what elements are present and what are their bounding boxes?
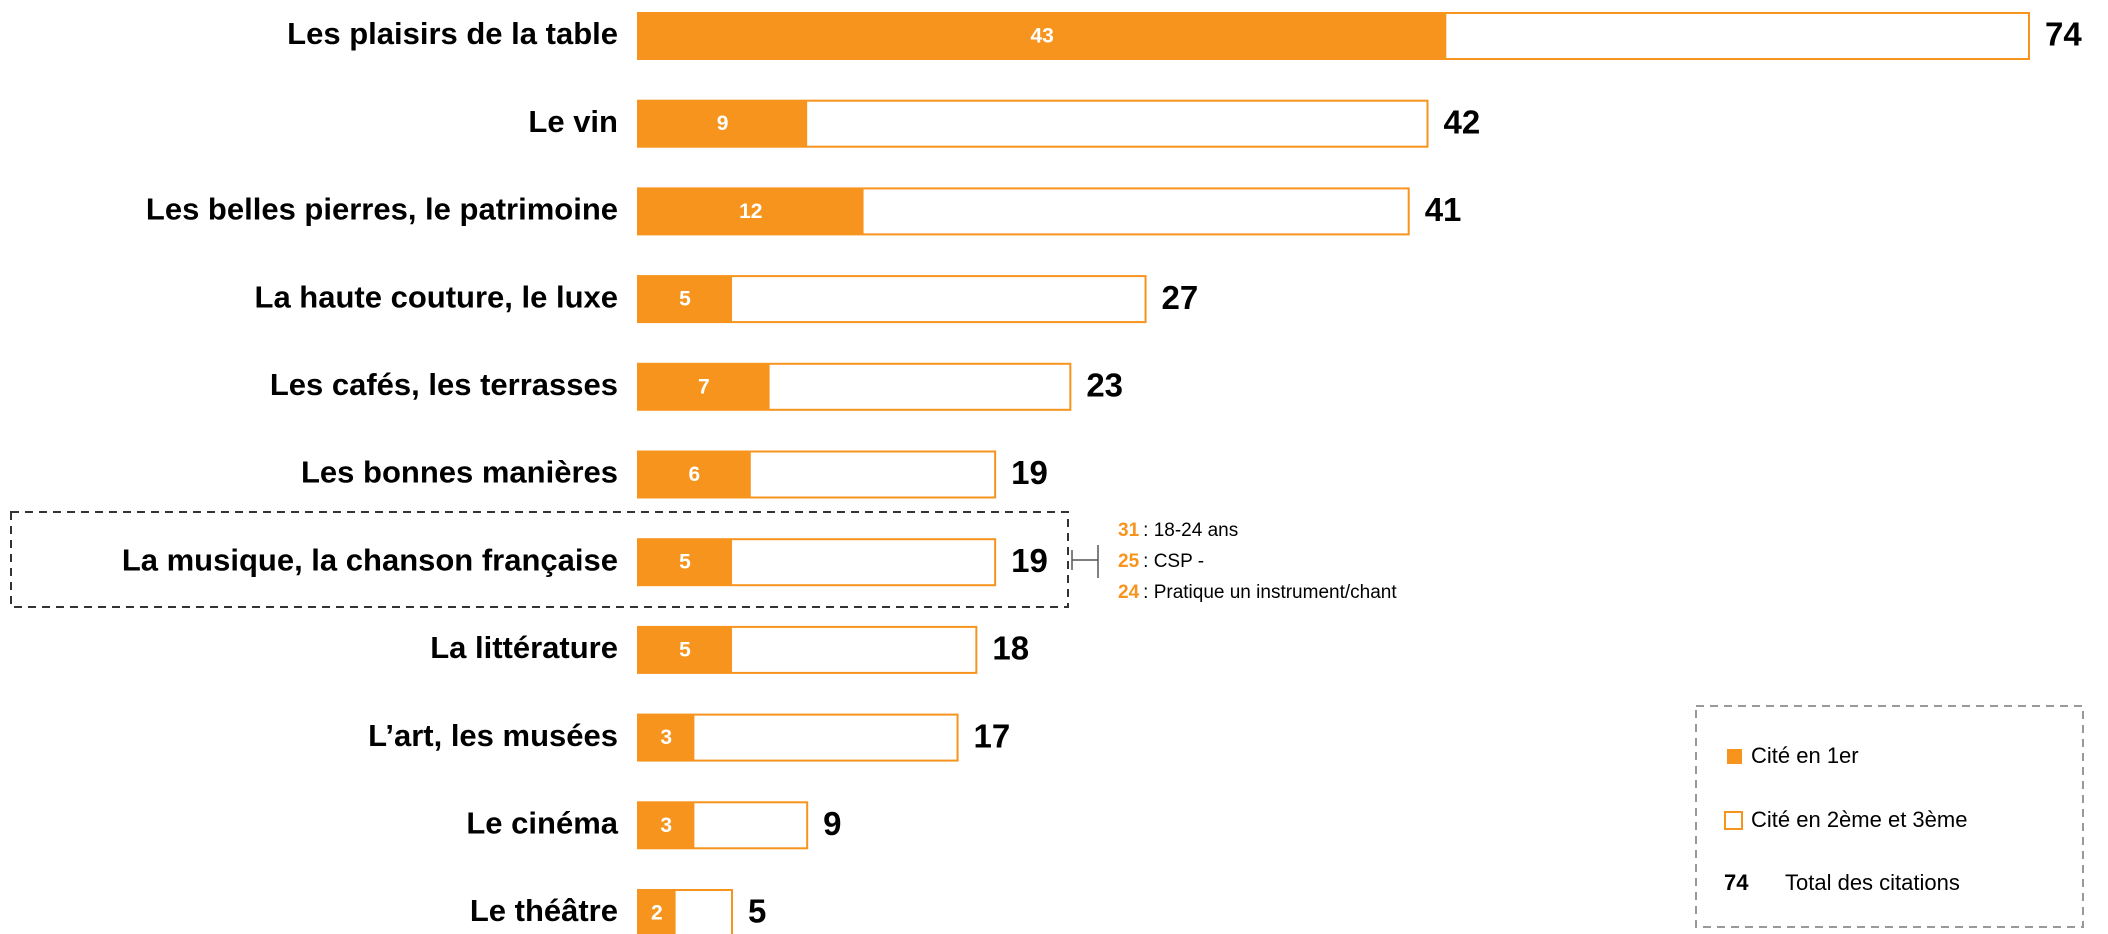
category-label: Les cafés, les terrasses [270,367,618,402]
total-value-label: 5 [748,893,766,930]
first-bar [638,626,732,673]
category-label: La littérature [430,630,618,665]
category-label: Les plaisirs de la table [287,16,618,51]
total-value-label: 42 [1443,103,1480,140]
category-label: La musique, la chanson française [122,542,618,577]
legend-sample: 74 [1724,870,1749,895]
total-value-label: 27 [1162,279,1199,316]
first-bar [638,802,695,849]
first-bar [638,13,1447,59]
category-label: Les bonnes manières [301,455,618,490]
total-value-label: 19 [1011,454,1048,491]
highlight-box [10,511,1069,608]
first-bar [638,100,808,147]
annotation-label: : Pratique un instrument/chant [1143,582,1397,603]
annotation-value: 31 [1118,520,1140,541]
first-value-label: 5 [679,638,691,661]
annotation: 24: Pratique un instrument/chant [1118,582,1397,603]
first-value-label: 5 [679,288,691,311]
first-value-label: 7 [698,375,710,398]
first-bar [638,714,695,761]
legend-label: Cité en 1er [1751,743,1859,768]
annotation-label: : CSP - [1143,551,1204,572]
first-bar [638,539,732,586]
total-value-label: 23 [1086,367,1123,404]
annotation-label: : 18-24 ans [1143,520,1238,541]
total-value-label: 19 [1011,542,1048,579]
category-label: Le vin [528,104,618,139]
first-bar [638,890,676,934]
annotation-value: 25 [1118,551,1140,572]
first-value-label: 43 [1030,25,1053,48]
first-bar [638,276,732,323]
annotation: 25: CSP - [1118,551,1204,572]
first-value-label: 2 [651,902,663,925]
total-value-label: 9 [823,805,841,842]
category-label: Les belles pierres, le patrimoine [146,192,618,227]
category-label: L’art, les musées [368,718,618,753]
category-label: Le théâtre [470,893,618,928]
total-value-label: 74 [2045,16,2082,53]
legend-label: Total des citations [1785,870,1960,895]
first-value-label: 12 [739,200,762,223]
legend-label: Cité en 2ème et 3ème [1751,807,1967,832]
first-value-label: 3 [660,814,672,837]
annotation-value: 24 [1118,582,1140,603]
first-value-label: 9 [717,112,729,135]
total-value-label: 41 [1425,191,1462,228]
category-label: Le cinéma [466,805,618,840]
legend-box [1695,705,2084,928]
first-bar [638,363,770,410]
legend-swatch [1724,811,1743,830]
first-bar [638,451,751,498]
first-value-label: 6 [689,463,701,486]
total-value-label: 18 [992,630,1029,667]
first-value-label: 3 [660,726,672,749]
first-value-label: 5 [679,551,691,574]
first-bar [638,188,864,235]
annotation: 31: 18-24 ans [1118,520,1238,541]
total-value-label: 17 [974,717,1011,754]
category-label: La haute couture, le luxe [255,279,618,314]
legend-swatch [1727,749,1742,764]
